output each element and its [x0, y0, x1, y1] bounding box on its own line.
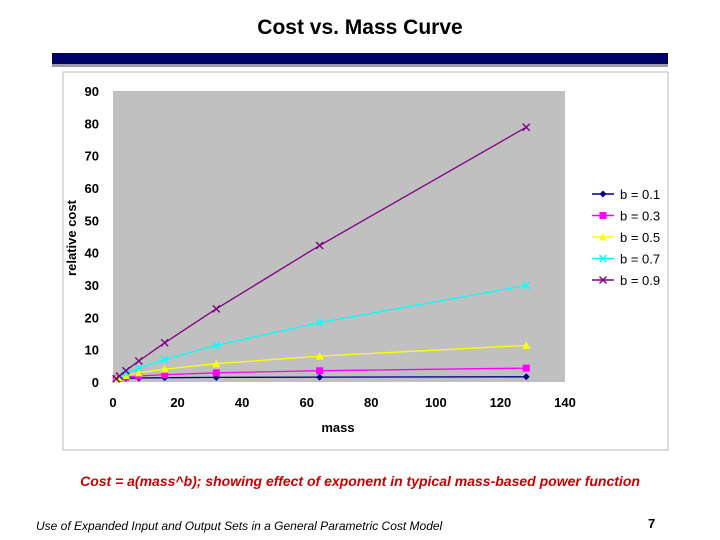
data-point — [522, 341, 531, 349]
y-tick-label: 0 — [92, 375, 99, 390]
legend-label: b = 0.7 — [620, 252, 660, 267]
header-bar — [52, 53, 668, 64]
data-point — [160, 365, 169, 373]
x-tick-label: 60 — [299, 395, 313, 410]
legend-item: b = 0.7 — [592, 252, 660, 267]
page-number: 7 — [648, 516, 656, 531]
x-tick-label: 140 — [554, 395, 576, 410]
legend-item: b = 0.9 — [592, 273, 660, 288]
data-point — [315, 318, 324, 327]
y-tick-label: 80 — [85, 116, 99, 131]
x-tick-label: 120 — [490, 395, 512, 410]
legend-label: b = 0.1 — [620, 187, 660, 202]
data-point — [121, 371, 130, 380]
legend-label: b = 0.3 — [620, 209, 660, 224]
series-5 — [112, 123, 531, 383]
data-point — [315, 241, 324, 250]
data-point — [212, 369, 220, 377]
data-point — [134, 364, 143, 373]
x-tick-label: 80 — [364, 395, 378, 410]
series-layer — [112, 123, 531, 383]
data-point — [522, 373, 530, 381]
data-point — [599, 190, 607, 198]
data-point — [134, 368, 143, 377]
legend: b = 0.1 b = 0.3 b = 0.5 b = 0.7 b = 0.9 — [592, 187, 660, 288]
x-tick-label: 40 — [235, 395, 249, 410]
y-tick-label: 70 — [85, 149, 99, 164]
data-point — [212, 341, 221, 350]
y-tick-label: 90 — [85, 84, 99, 99]
data-point — [522, 123, 531, 132]
data-point — [599, 212, 607, 219]
legend-item: b = 0.3 — [592, 209, 660, 224]
data-point — [599, 276, 607, 284]
chart-caption: Cost = a(mass^b); showing effect of expo… — [80, 473, 640, 489]
y-tick-label: 50 — [85, 213, 99, 228]
y-tick-label: 20 — [85, 310, 99, 325]
data-point — [134, 356, 143, 365]
data-point — [315, 352, 324, 360]
y-tick-label: 40 — [85, 246, 99, 261]
data-point — [160, 338, 169, 347]
data-point — [522, 364, 530, 372]
footer-text: Use of Expanded Input and Output Sets in… — [36, 519, 443, 533]
data-point — [599, 233, 607, 241]
data-point — [212, 304, 221, 313]
data-point — [316, 373, 324, 381]
plot-area — [113, 91, 565, 382]
data-point — [160, 355, 169, 364]
legend-label: b = 0.9 — [620, 273, 660, 288]
y-tick-label: 10 — [85, 343, 99, 358]
slide-title: Cost vs. Mass Curve — [257, 16, 463, 39]
data-point — [121, 369, 130, 378]
axes: 0 10 20 30 40 50 60 70 80 90 0 20 40 60 80 100 120 140 — [85, 84, 576, 410]
legend-item: b = 0.1 — [592, 187, 660, 202]
data-point — [599, 254, 607, 263]
data-point — [161, 371, 169, 379]
y-tick-label: 60 — [85, 181, 99, 196]
legend-item: b = 0.5 — [592, 230, 660, 245]
x-tick-label: 20 — [170, 395, 184, 410]
y-axis-label: relative cost — [64, 199, 79, 276]
header-bar-shadow — [52, 64, 668, 67]
data-point — [316, 367, 324, 375]
x-axis-label: mass — [321, 420, 354, 435]
y-tick-label: 30 — [85, 278, 99, 293]
data-point — [121, 366, 130, 375]
data-point — [115, 371, 124, 380]
legend-label: b = 0.5 — [620, 230, 660, 245]
x-tick-label: 0 — [109, 395, 116, 410]
data-point — [522, 281, 531, 290]
data-point — [212, 359, 221, 368]
x-tick-label: 100 — [425, 395, 447, 410]
